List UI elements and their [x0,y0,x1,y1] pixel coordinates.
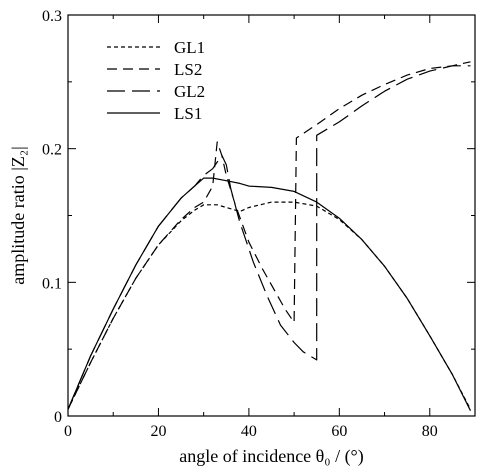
series-line-gl1 [67,201,472,410]
x-axis-title: angle of incidence θ₀ / (°) [179,446,364,467]
y-tick-label: 0.2 [42,142,62,159]
legend-label-gl1: GL1 [174,38,205,57]
y-tick-label: 0.1 [42,275,62,292]
series-layer [67,61,472,411]
legend-label-ls2: LS2 [174,60,202,79]
series-line-gl2 [67,65,471,410]
y-tick-label: 0 [54,409,62,426]
x-tick-label: 60 [331,423,347,440]
x-tick-label: 80 [422,423,438,440]
x-tick-label: 40 [241,423,257,440]
series-line-ls1 [67,177,472,411]
series-line-ls2 [67,61,471,410]
x-tick-label: 20 [150,423,166,440]
x-tick-label: 0 [64,423,72,440]
axes-layer: 0 20 40 60 80 0 0.1 0.2 0.3 angle of incidence θ₀… [8,8,476,467]
legend-label-ls1: LS1 [174,104,202,123]
legend-label-gl2: GL2 [174,82,205,101]
y-tick-label: 0.3 [42,8,62,25]
legend-layer: GL1 LS2 GL2 LS1 [107,38,205,123]
y-axis-title: amplitude ratio |Z₂| [8,146,28,284]
plot-frame [67,14,476,417]
